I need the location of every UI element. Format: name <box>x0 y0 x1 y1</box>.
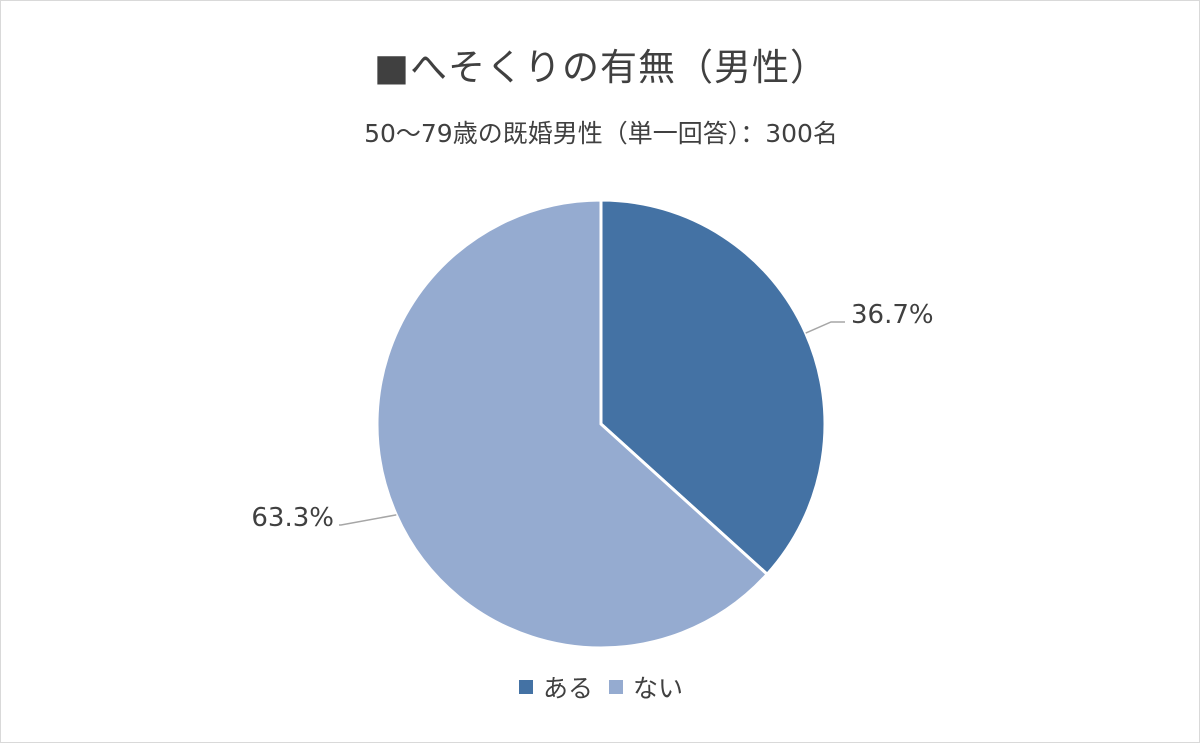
legend-label-aru: ある <box>542 674 593 703</box>
legend-swatch-aru <box>518 680 533 694</box>
chart-title: ■へそくりの有無（男性） <box>374 46 828 89</box>
leader-line-aru <box>805 321 845 334</box>
legend: ある ない <box>1 669 1200 705</box>
pie-slice-nai <box>375 198 770 650</box>
data-label-aru: 36.7% <box>851 300 934 330</box>
legend-item-nai: ない <box>609 669 683 705</box>
legend-item-aru: ある <box>518 669 593 705</box>
chart-subtitle: 50～79歳の既婚男性（単一回答）：300名 <box>364 119 838 148</box>
legend-label-nai: ない <box>633 674 684 703</box>
leader-line-nai <box>339 514 397 526</box>
legend-swatch-nai <box>609 680 623 694</box>
data-label-nai: 63.3% <box>251 503 334 533</box>
